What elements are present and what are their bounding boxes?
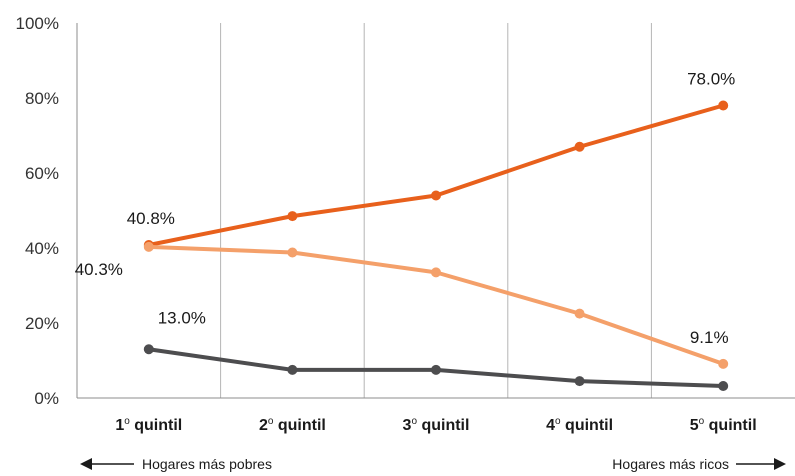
- y-tick-label: 80%: [25, 89, 59, 108]
- grid-lines: [220, 23, 652, 398]
- y-tick-label: 100%: [16, 14, 59, 33]
- data-point: [718, 358, 729, 369]
- data-point: [143, 344, 154, 355]
- data-point: [287, 211, 298, 222]
- data-point: [718, 381, 729, 391]
- y-tick-label: 20%: [25, 314, 59, 333]
- footer-left-label: Hogares más pobres: [142, 456, 272, 472]
- arrow-left-icon: [80, 458, 92, 470]
- y-tick-label: 0%: [34, 389, 59, 408]
- data-point: [143, 241, 154, 252]
- data-label: 40.3%: [75, 260, 123, 279]
- data-labels: 40.8% 78.0% 40.3% 9.1% 13.0%: [75, 70, 736, 347]
- series-1: [143, 100, 729, 250]
- data-point: [431, 267, 441, 278]
- footer-left: Hogares más pobres: [80, 456, 272, 472]
- x-tick-label: 4o quintil: [546, 416, 613, 434]
- x-axis-ticks: 1o quintil 2o quintil 3o quintil 4o quintil…: [115, 416, 756, 434]
- footer-right-label: Hogares más ricos: [612, 456, 729, 472]
- axes: [76, 23, 795, 399]
- data-label: 78.0%: [687, 70, 735, 89]
- series-group: [143, 100, 729, 391]
- arrow-right-icon: [774, 458, 786, 470]
- y-tick-label: 40%: [25, 239, 59, 258]
- data-point: [574, 376, 585, 387]
- data-point: [718, 100, 729, 111]
- data-point: [574, 141, 585, 152]
- x-tick-label: 3o quintil: [403, 416, 470, 434]
- x-tick-label: 2o quintil: [259, 416, 326, 434]
- series-3: [143, 344, 729, 391]
- y-axis-ticks: 0% 20% 40% 60% 80% 100%: [16, 14, 59, 408]
- x-tick-label: 1o quintil: [115, 416, 182, 434]
- data-label: 13.0%: [158, 308, 206, 327]
- series-line: [148, 244, 724, 366]
- data-point: [287, 247, 298, 258]
- data-label: 40.8%: [127, 209, 175, 228]
- y-tick-label: 60%: [25, 164, 59, 183]
- data-label: 9.1%: [690, 328, 729, 347]
- data-point: [431, 190, 441, 201]
- series-line: [148, 103, 724, 247]
- data-point: [574, 308, 585, 319]
- footer-right: Hogares más ricos: [612, 456, 786, 472]
- data-point: [287, 364, 298, 375]
- series-2: [143, 241, 729, 369]
- data-point: [431, 364, 441, 375]
- x-tick-label: 5o quintil: [690, 416, 757, 434]
